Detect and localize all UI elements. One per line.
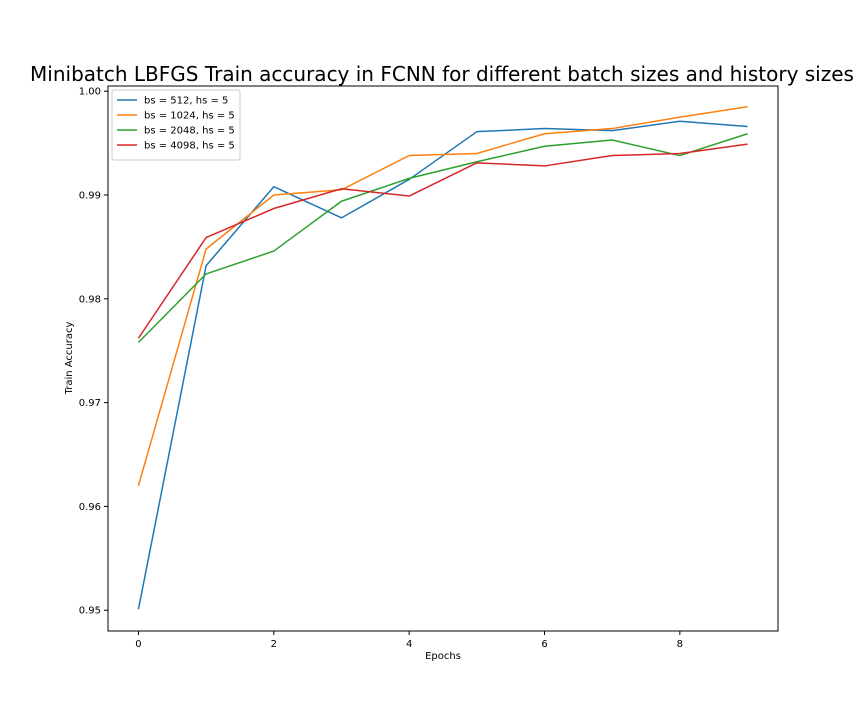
x-tick-label: 6	[541, 639, 547, 650]
series-line-1	[137, 120, 748, 610]
y-axis-label: Train Accuracy	[64, 322, 75, 396]
x-tick-label: 8	[677, 639, 683, 650]
y-tick-label: 0.97	[79, 398, 101, 409]
legend-box	[111, 89, 241, 161]
chart-title: Minibatch LBFGS Train accuracy in FCNN f…	[30, 62, 854, 86]
series-line-3	[137, 133, 748, 343]
x-tick-label: 4	[406, 639, 412, 650]
y-tick-label: 0.98	[79, 294, 101, 305]
plot-frame	[107, 85, 779, 632]
series-line-2	[137, 106, 748, 486]
legend-label-3: bs = 2048, hs = 5	[144, 126, 235, 137]
legend-label-1: bs = 512, hs = 5	[144, 96, 228, 107]
y-tick-label: 0.96	[79, 502, 101, 513]
x-axis-label: Epochs	[425, 651, 461, 662]
series-layer	[137, 106, 748, 610]
y-axis: 0.95 0.96 0.97 0.98 0.99 1.00	[79, 87, 108, 617]
y-tick-label: 0.95	[79, 606, 101, 617]
plot-area	[108, 86, 778, 631]
legend: bs = 512, hs = 5 bs = 1024, hs = 5 bs = 20…	[111, 89, 241, 161]
y-tick-label: 0.99	[79, 191, 101, 202]
x-axis: 0 2 4 6 8	[135, 631, 683, 650]
x-tick-label: 0	[135, 639, 141, 650]
legend-label-4: bs = 4098, hs = 5	[144, 141, 235, 152]
y-tick-label: 1.00	[79, 87, 101, 98]
x-tick-label: 2	[271, 639, 277, 650]
legend-label-2: bs = 1024, hs = 5	[144, 111, 235, 122]
series-line-4	[137, 143, 748, 339]
